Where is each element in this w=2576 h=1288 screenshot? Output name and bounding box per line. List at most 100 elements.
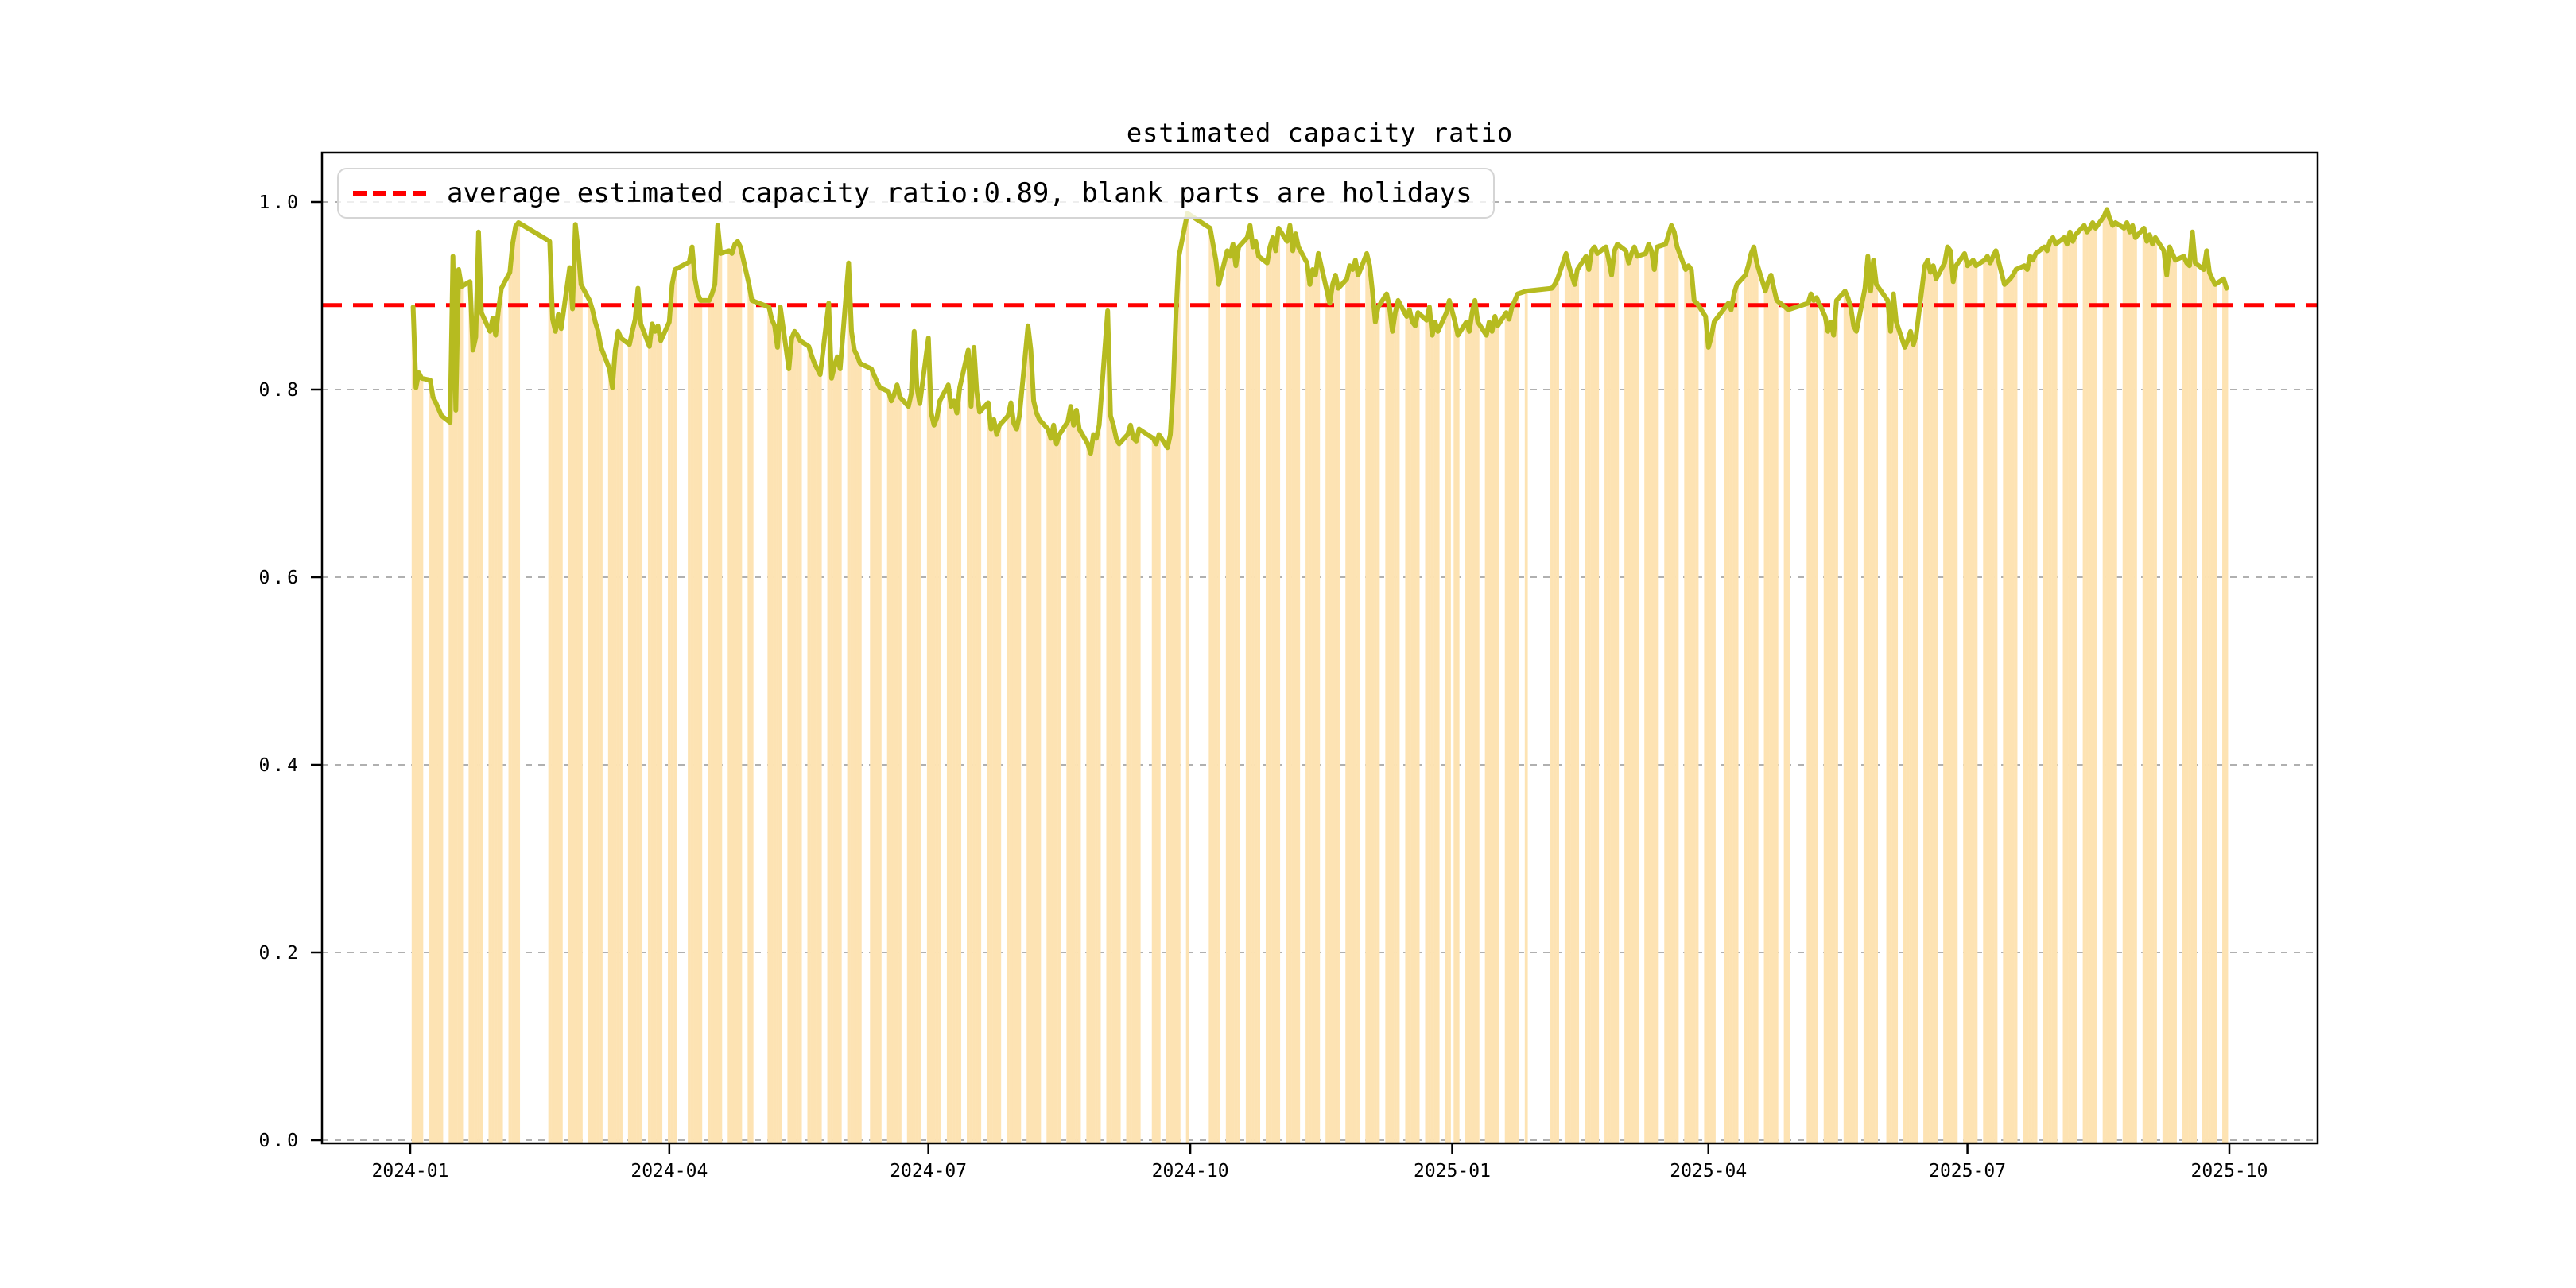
workday-bar xyxy=(1763,291,1767,1144)
workday-bar xyxy=(1516,293,1519,1143)
workday-bar xyxy=(2111,225,2115,1143)
workday-bar xyxy=(1749,253,1753,1143)
workday-bar xyxy=(693,278,697,1143)
workday-bar xyxy=(2012,275,2015,1143)
workday-bar xyxy=(727,250,731,1143)
workday-bar xyxy=(431,397,435,1143)
workday-bar xyxy=(630,331,634,1144)
workday-bar xyxy=(1985,256,1989,1144)
workday-bar xyxy=(2028,256,2032,1144)
workday-bar xyxy=(1570,275,1573,1143)
workday-bar xyxy=(1612,250,1616,1143)
x-tick-label: 2024-07 xyxy=(890,1161,967,1181)
workday-bar xyxy=(497,309,500,1144)
workday-bar xyxy=(611,387,615,1143)
workday-bar xyxy=(1014,429,1018,1143)
workday-bar xyxy=(892,394,896,1143)
workday-bar xyxy=(1903,347,1907,1143)
workday-bar xyxy=(1476,322,1480,1143)
workday-bar xyxy=(514,226,518,1144)
workday-bar xyxy=(2202,269,2206,1144)
workday-bar xyxy=(2125,222,2129,1144)
workday-bar xyxy=(1416,312,1420,1143)
workday-bar xyxy=(1809,293,1813,1143)
workday-bar xyxy=(1154,444,1158,1143)
workday-bar xyxy=(1735,284,1739,1144)
workday-bar xyxy=(517,222,521,1144)
workday-bar xyxy=(2134,237,2137,1144)
workday-bar xyxy=(716,225,720,1143)
workday-bar xyxy=(1351,269,1355,1144)
workday-bar xyxy=(2062,237,2066,1144)
workday-bar xyxy=(1305,262,1309,1144)
workday-bar xyxy=(1946,246,1949,1143)
workday-bar xyxy=(1328,303,1332,1144)
workday-bar xyxy=(793,331,797,1144)
workday-bar xyxy=(1288,225,1292,1143)
workday-bar xyxy=(1775,300,1779,1143)
workday-bar xyxy=(1069,406,1073,1143)
workday-bar xyxy=(440,416,444,1143)
workday-bar xyxy=(1607,260,1611,1143)
workday-bar xyxy=(576,250,580,1143)
workday-bar xyxy=(1046,429,1050,1143)
workday-bar xyxy=(750,300,754,1143)
workday-bar xyxy=(969,406,973,1143)
workday-bar xyxy=(906,406,910,1143)
workday-bar xyxy=(2046,250,2049,1143)
workday-bar xyxy=(634,319,637,1143)
workday-bar xyxy=(639,324,643,1143)
workday-bar xyxy=(1248,225,1252,1143)
workday-bar xyxy=(872,375,876,1143)
y-tick-label: 0.4 xyxy=(258,755,301,776)
workday-bar xyxy=(2182,256,2186,1144)
workday-bar xyxy=(1869,291,1872,1144)
workday-bar xyxy=(2185,262,2189,1144)
y-tick-label: 0.2 xyxy=(258,943,301,964)
workday-bar xyxy=(647,346,651,1144)
workday-bar xyxy=(827,303,831,1144)
workday-bar xyxy=(596,331,600,1144)
workday-bar xyxy=(1057,434,1061,1143)
workday-bar xyxy=(1109,416,1112,1143)
workday-bar xyxy=(1929,272,1933,1143)
workday-bar xyxy=(1886,300,1890,1143)
workday-bar xyxy=(1012,423,1016,1143)
workday-bar xyxy=(2108,219,2112,1143)
workday-bar xyxy=(2048,241,2052,1143)
workday-bar xyxy=(1906,340,1910,1143)
workday-bar xyxy=(688,262,691,1143)
workday-bar xyxy=(816,369,820,1143)
workday-bar xyxy=(1969,262,1973,1144)
workday-bar xyxy=(474,336,478,1143)
workday-bar xyxy=(1445,312,1449,1143)
workday-bar xyxy=(1724,307,1728,1143)
workday-bar xyxy=(1843,291,1847,1144)
workday-bar xyxy=(708,300,711,1143)
workday-bar xyxy=(770,319,774,1143)
workday-bar xyxy=(1684,269,1688,1144)
workday-bar xyxy=(559,328,563,1143)
workday-bar xyxy=(735,241,739,1143)
workday-bar xyxy=(1095,438,1098,1143)
workday-bar xyxy=(690,246,694,1143)
workday-bar xyxy=(1915,335,1918,1143)
workday-bar xyxy=(1453,322,1457,1143)
workday-bar xyxy=(886,391,890,1143)
workday-bar xyxy=(832,366,836,1143)
workday-bar xyxy=(1425,320,1429,1144)
workday-bar xyxy=(1034,413,1038,1143)
workday-bar xyxy=(1368,266,1371,1143)
workday-bar xyxy=(1686,266,1690,1143)
workday-bar xyxy=(627,344,631,1143)
workday-bar xyxy=(1587,269,1591,1144)
workday-bar xyxy=(1111,425,1115,1143)
workday-bar xyxy=(1863,288,1867,1143)
workday-bar xyxy=(1456,335,1460,1143)
workday-bar xyxy=(1049,438,1053,1143)
workday-bar xyxy=(699,300,703,1143)
workday-bar xyxy=(2165,275,2169,1143)
workday-bar xyxy=(733,244,737,1144)
workday-bar xyxy=(1931,266,1935,1143)
